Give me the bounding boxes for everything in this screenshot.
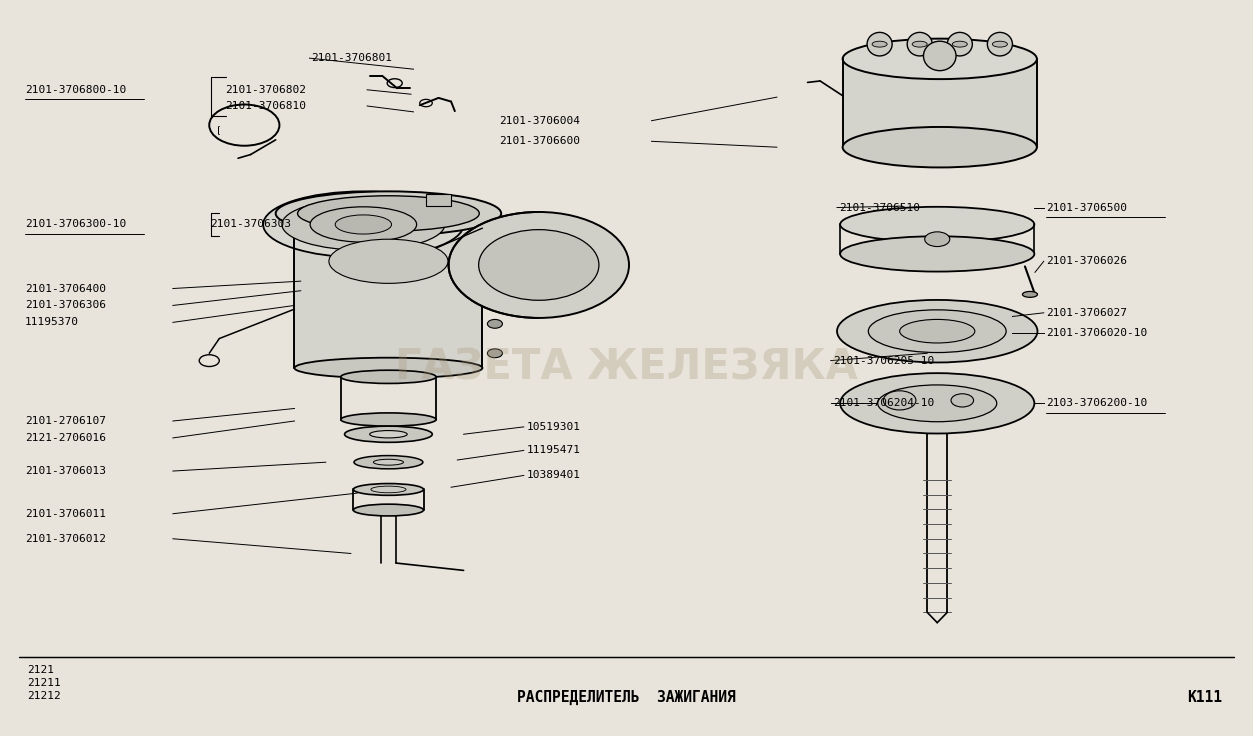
Ellipse shape (900, 319, 975, 343)
Circle shape (487, 319, 502, 328)
Circle shape (951, 394, 974, 407)
Text: 2101-3706810: 2101-3706810 (226, 101, 307, 111)
Ellipse shape (353, 484, 424, 495)
Ellipse shape (294, 358, 482, 378)
Ellipse shape (276, 191, 501, 236)
Ellipse shape (345, 426, 432, 442)
Text: 2101-3706303: 2101-3706303 (211, 219, 292, 230)
Text: 21212: 21212 (28, 691, 61, 701)
Text: 2101-3706400: 2101-3706400 (25, 283, 107, 294)
Ellipse shape (309, 207, 416, 242)
Text: K111: K111 (1187, 690, 1222, 705)
Text: 2101-3706300-10: 2101-3706300-10 (25, 219, 127, 230)
Text: 2101-3706802: 2101-3706802 (226, 85, 307, 95)
Text: 2121-2706016: 2121-2706016 (25, 433, 107, 443)
Ellipse shape (371, 486, 406, 493)
Text: 2101-3706013: 2101-3706013 (25, 466, 107, 476)
Ellipse shape (373, 459, 403, 465)
Ellipse shape (837, 300, 1037, 363)
Ellipse shape (263, 191, 464, 258)
Ellipse shape (840, 236, 1034, 272)
Ellipse shape (353, 504, 424, 516)
Ellipse shape (872, 41, 887, 47)
Ellipse shape (335, 215, 391, 234)
Ellipse shape (923, 41, 956, 71)
Bar (219, 127, 269, 134)
Ellipse shape (907, 32, 932, 56)
Ellipse shape (341, 413, 436, 426)
Text: 2101-2706107: 2101-2706107 (25, 416, 107, 426)
Circle shape (479, 230, 599, 300)
Text: 2101-3706800-10: 2101-3706800-10 (25, 85, 127, 95)
Circle shape (449, 212, 629, 318)
Text: 2103-3706200-10: 2103-3706200-10 (1046, 398, 1148, 408)
Circle shape (925, 232, 950, 247)
Text: 10519301: 10519301 (526, 422, 580, 432)
Text: 2101-3706510: 2101-3706510 (840, 202, 921, 213)
Ellipse shape (840, 373, 1034, 434)
Text: 2101-3706204-10: 2101-3706204-10 (833, 398, 935, 408)
Text: 2101-3706012: 2101-3706012 (25, 534, 107, 544)
Text: 2101-3706026: 2101-3706026 (1046, 256, 1128, 266)
Ellipse shape (282, 199, 445, 250)
Ellipse shape (1022, 291, 1037, 297)
Circle shape (883, 391, 916, 410)
Bar (294, 232, 482, 368)
Text: 2101-3706500: 2101-3706500 (1046, 202, 1128, 213)
Text: 2101-3706027: 2101-3706027 (1046, 308, 1128, 318)
Ellipse shape (840, 207, 1034, 242)
Ellipse shape (987, 32, 1012, 56)
Ellipse shape (947, 32, 972, 56)
Ellipse shape (912, 41, 927, 47)
Ellipse shape (877, 385, 996, 422)
Ellipse shape (992, 41, 1007, 47)
Ellipse shape (867, 32, 892, 56)
Circle shape (224, 113, 264, 137)
Text: 2101-3706011: 2101-3706011 (25, 509, 107, 519)
Ellipse shape (842, 127, 1037, 167)
Text: 2101-3706801: 2101-3706801 (311, 53, 392, 63)
Text: РАСПРЕДЕЛИТЕЛЬ  ЗАЖИГАНИЯ: РАСПРЕДЕЛИТЕЛЬ ЗАЖИГАНИЯ (517, 690, 736, 705)
Ellipse shape (952, 41, 967, 47)
Text: 2101-3706004: 2101-3706004 (499, 116, 580, 126)
Ellipse shape (298, 196, 479, 231)
Text: 2101-3706600: 2101-3706600 (499, 136, 580, 146)
Ellipse shape (842, 39, 1037, 79)
Text: 2121: 2121 (28, 665, 55, 675)
Text: 11195370: 11195370 (25, 317, 79, 328)
Text: 11195471: 11195471 (526, 445, 580, 456)
Ellipse shape (868, 310, 1006, 353)
Ellipse shape (353, 456, 422, 469)
Ellipse shape (341, 370, 436, 383)
Bar (426, 194, 451, 206)
Ellipse shape (328, 239, 449, 283)
Text: 2101-3706306: 2101-3706306 (25, 300, 107, 311)
Circle shape (487, 349, 502, 358)
Bar (842, 59, 1036, 147)
Text: 2101-3706205-10: 2101-3706205-10 (833, 355, 935, 366)
Text: 2101-3706020-10: 2101-3706020-10 (1046, 328, 1148, 338)
Ellipse shape (370, 431, 407, 438)
Text: 10389401: 10389401 (526, 470, 580, 481)
Text: 21211: 21211 (28, 678, 61, 688)
Text: ГАЗЕТА ЖЕЛЕЗЯКА: ГАЗЕТА ЖЕЛЕЗЯКА (395, 347, 858, 389)
